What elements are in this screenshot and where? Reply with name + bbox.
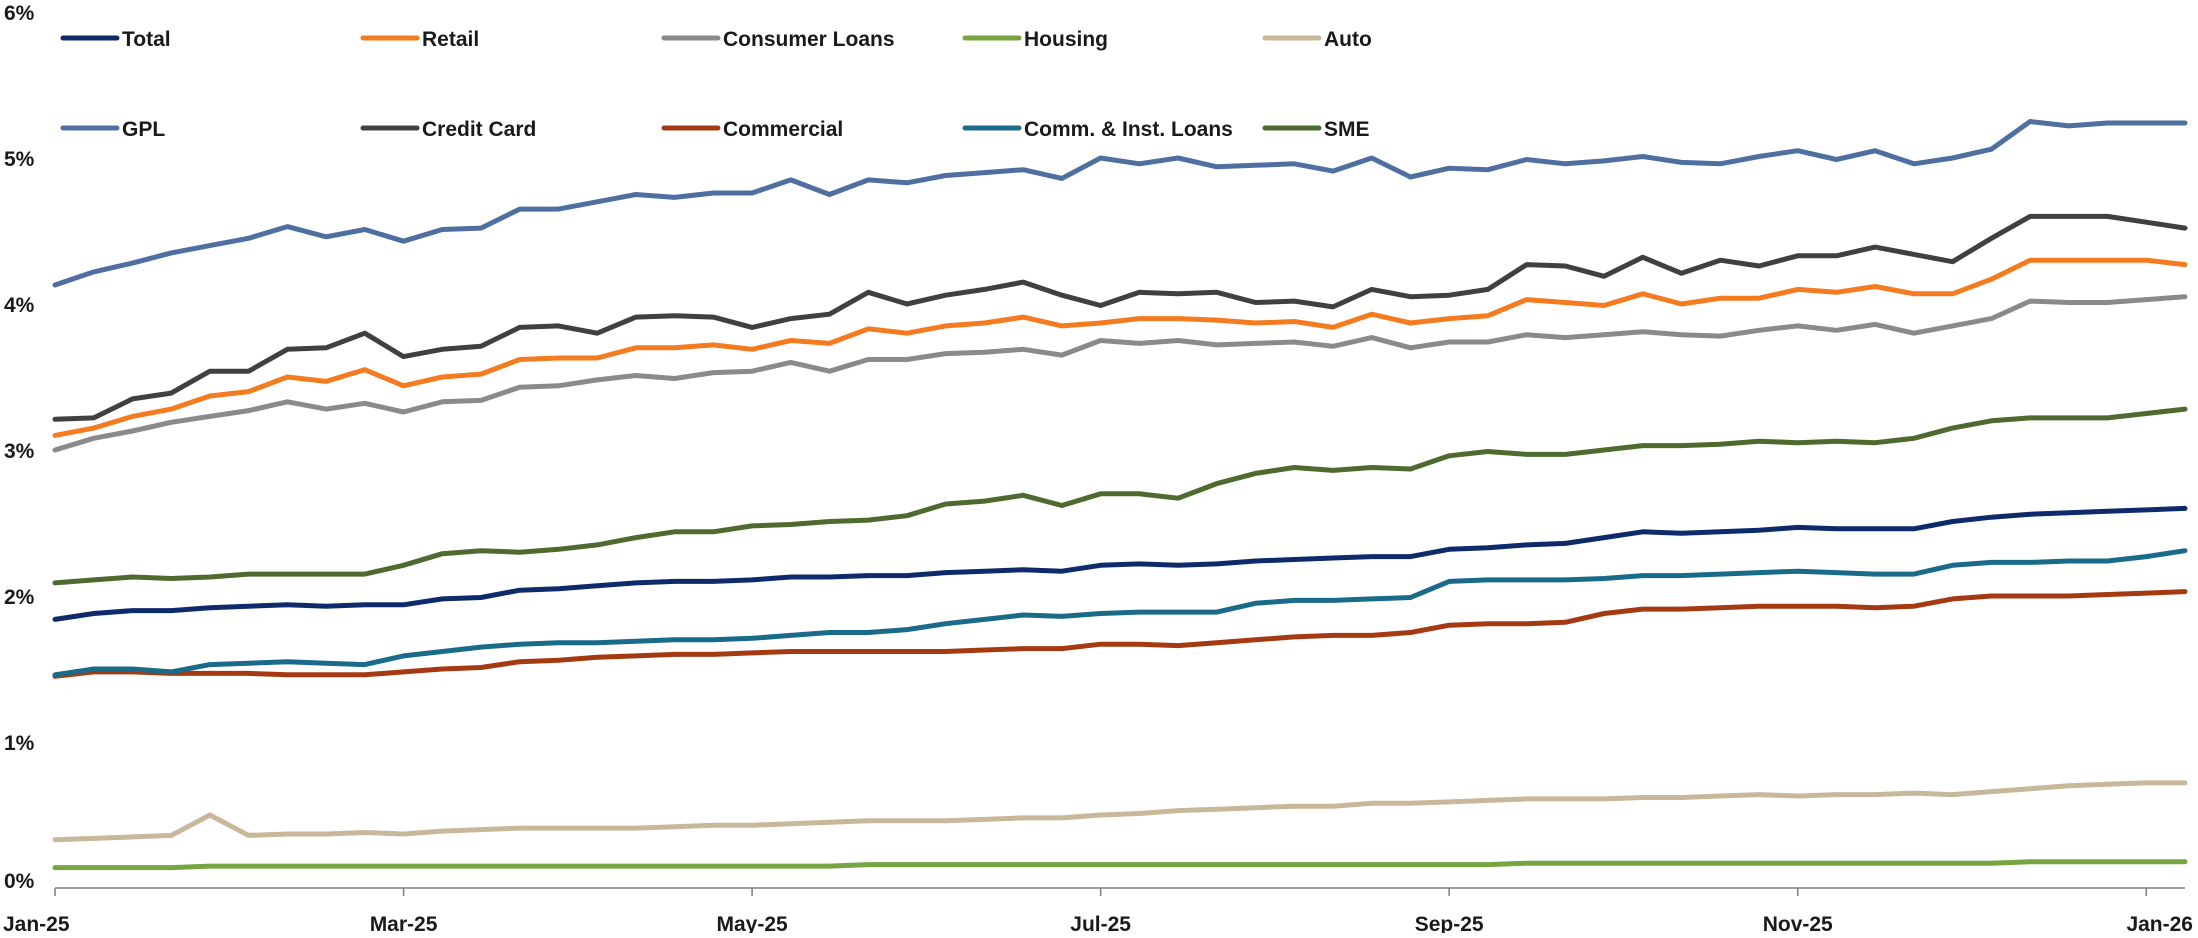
legend-label: GPL (122, 118, 165, 141)
series-line-commercial (52, 589, 2188, 679)
series-line-comm-inst-loans (52, 548, 2188, 678)
x-tick-label: Mar-25 (370, 913, 438, 933)
y-tick-label: 5% (4, 148, 35, 171)
x-tick-label: Jan-26 (2126, 913, 2193, 933)
series-line-gpl (52, 119, 2188, 288)
legend-label: Total (122, 28, 171, 51)
x-tick-label: May-25 (716, 913, 788, 933)
legend-item: Credit Card (360, 118, 536, 141)
x-tick-label: Sep-25 (1415, 913, 1484, 933)
legend-item: Retail (360, 28, 479, 51)
x-tick-label: Nov-25 (1763, 913, 1833, 933)
y-tick-label: 4% (4, 294, 35, 317)
y-tick-label: 3% (4, 440, 35, 463)
legend-item: Housing (962, 28, 1108, 51)
y-tick-label: 2% (4, 586, 35, 609)
series-line-retail (52, 257, 2188, 438)
series-line-consumer-loans (52, 294, 2188, 453)
legend-item: Comm. & Inst. Loans (962, 118, 1233, 141)
legend-label: Housing (1024, 28, 1108, 51)
y-tick-label: 6% (4, 2, 35, 25)
axes: 0% 1% 2% 3% 4% 5% 6% Jan-25 Mar-25 May-25 Jul-25 Se… (3, 2, 2193, 936)
legend-item: SME (1262, 118, 1370, 141)
x-tick-label: Jan-25 (3, 913, 70, 933)
legend-label: SME (1324, 118, 1370, 141)
series-line-credit-card (52, 213, 2188, 422)
legend-label: Commercial (723, 118, 843, 141)
series-line-sme (52, 406, 2188, 586)
legend-item: Auto (1262, 28, 1372, 51)
series-line-auto (52, 780, 2188, 843)
y-tick-label: 1% (4, 732, 35, 755)
series-line-housing (52, 859, 2188, 871)
legend-label: Consumer Loans (723, 28, 895, 51)
legend-label: Auto (1324, 28, 1372, 51)
legend-label: Credit Card (422, 118, 536, 141)
legend-item: Consumer Loans (661, 28, 895, 51)
legend-label: Retail (422, 28, 479, 51)
legend-item: Total (60, 28, 171, 51)
legend-item: Commercial (661, 118, 843, 141)
series-lines (52, 119, 2188, 871)
legend-label: Comm. & Inst. Loans (1024, 118, 1233, 141)
legend: Total Retail Consumer Loans Housing Auto GPL C… (60, 28, 1372, 141)
y-tick-label: 0% (4, 870, 35, 893)
x-tick-label: Jul-25 (1070, 913, 1131, 933)
series-line-total (52, 505, 2188, 622)
legend-item: GPL (60, 118, 165, 141)
